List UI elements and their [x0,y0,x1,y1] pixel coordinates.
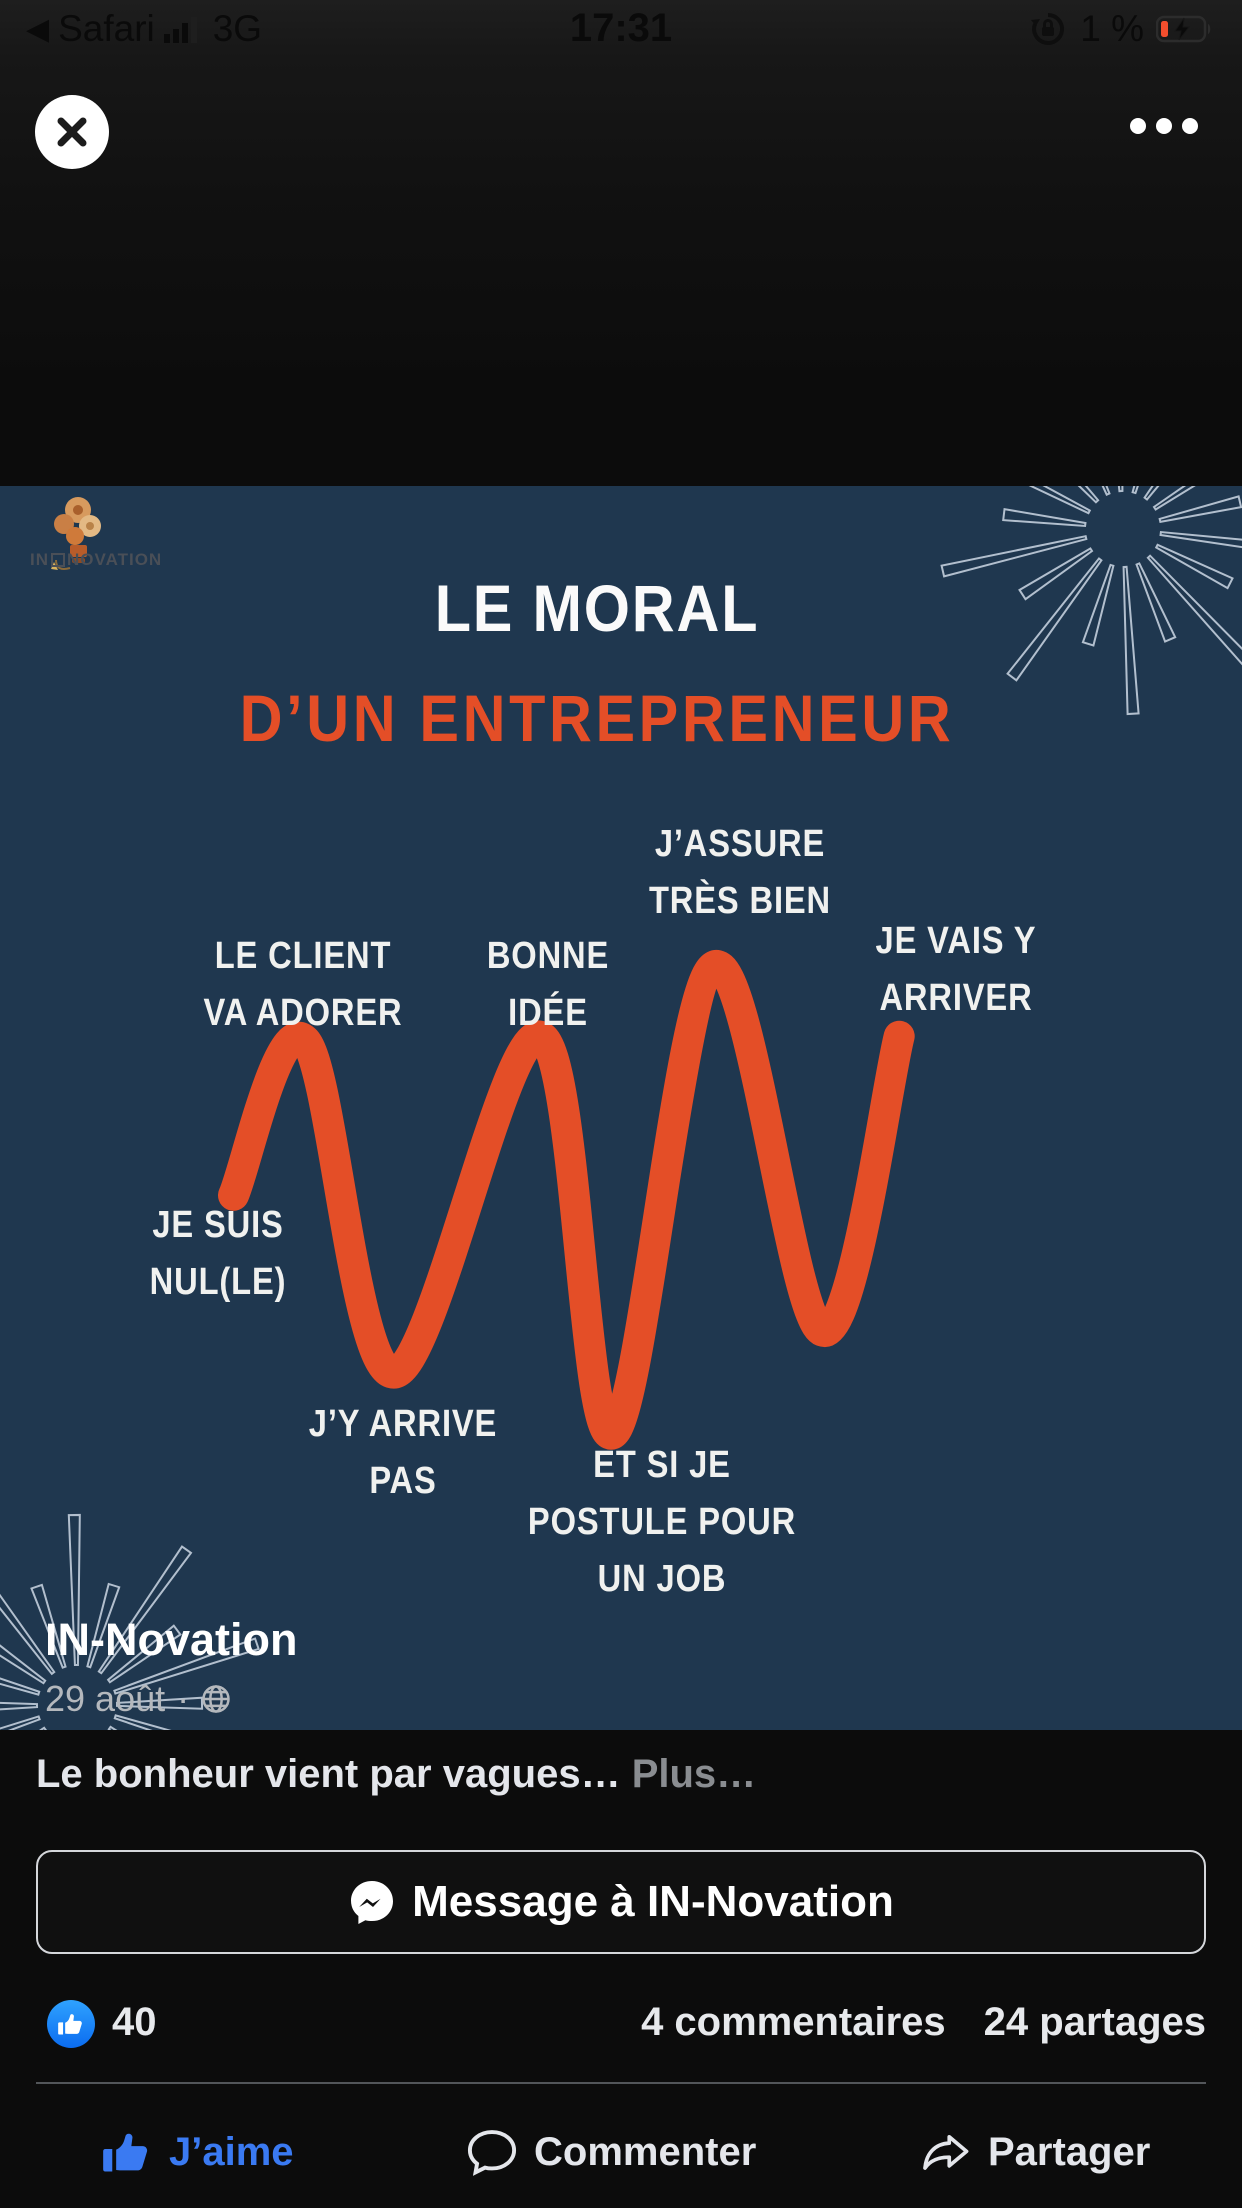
shares-count[interactable]: 24 partages [983,2000,1206,2044]
author-name-overlay[interactable]: IN-Novation [45,1614,298,1665]
comment-button-label: Commenter [534,2129,757,2174]
gear-lightbulb-icon [51,497,101,570]
close-button[interactable] [35,95,109,169]
chart-title-line1: LE MORAL [434,571,760,645]
status-right-cluster: 1 % [1028,8,1214,50]
thumb-up-filled-icon [103,2133,148,2172]
close-icon [57,117,87,147]
post-image-morale-chart[interactable]: IN NOVATION LE MORAL D’UN ENTREPRENEUR J’… [0,486,1242,1730]
dot-separator: · [177,1678,190,1719]
chart-annotation: JE VAIS Y ARRIVER [875,920,1037,1019]
action-bar-divider [36,2082,1206,2084]
chart-annotation: LE CLIENT VA ADORER [203,935,403,1034]
chart-annotation: JE SUIS NUL(LE) [149,1204,287,1303]
chart-annotation: BONNE IDÉE [486,935,610,1034]
post-meta-overlay: 29 août · [45,1678,231,1720]
cell-signal-icon [163,17,197,43]
comments-shares-counts: 4 commentaires 24 partages [641,2000,1206,2045]
back-app-label: Safari [58,8,155,49]
back-to-safari-link[interactable]: ◀ Safari 3G [26,8,262,50]
comment-button[interactable]: Commenter [466,2096,756,2208]
share-arrow-icon [923,2134,969,2170]
viewer-top-chrome [0,0,1242,486]
morale-wave-line [217,950,915,1450]
battery-percent-label: 1 % [1080,8,1144,49]
battery-charging-icon [1156,15,1211,43]
rotation-lock-icon [1031,12,1065,45]
back-triangle-icon: ◀ [26,12,50,46]
engagement-stats-row: 40 4 commentaires 24 partages [0,1998,1242,2054]
comments-count[interactable]: 4 commentaires [641,2000,946,2044]
comment-bubble-icon [467,2130,517,2176]
chart-annotation: ET SI JE POSTULE POUR UN JOB [527,1444,797,1600]
in-novation-logo: IN NOVATION [28,492,268,592]
like-button[interactable]: J’aime [101,2096,294,2208]
chart-annotation: J’Y ARRIVE PAS [308,1403,498,1502]
caption-text: Le bonheur vient par vagues… [36,1752,632,1796]
share-button-label: Partager [988,2129,1151,2174]
morale-wave-chart [0,486,1242,1730]
more-options-button[interactable] [1130,118,1198,134]
dot-icon [1156,118,1172,134]
like-reaction-badge[interactable] [47,2000,95,2048]
logo-wordmark: IN NOVATION [30,550,163,569]
like-button-label: J’aime [169,2129,294,2174]
dot-icon [1182,118,1198,134]
caption-more-link[interactable]: Plus… [631,1752,757,1796]
globe-public-icon [202,1685,230,1713]
post-action-bar: J’aime Commenter Partager [0,2096,1242,2208]
dot-icon [1130,118,1146,134]
chart-title-line2: D’UN ENTREPRENEUR [239,681,955,755]
logo-square-icon [51,553,65,567]
thumb-up-icon [58,2014,82,2035]
like-count[interactable]: 40 [112,2000,157,2044]
message-button-label: Message à IN-Novation [412,1877,894,1926]
post-caption: Le bonheur vient par vagues… Plus… [36,1752,1206,1797]
starburst-decoration-top-right [940,486,1242,716]
messenger-icon [351,1881,394,1924]
share-button[interactable]: Partager [920,2096,1150,2208]
network-type-label: 3G [212,8,263,49]
ios-status-bar: ◀ Safari 3G 17:31 1 % [0,0,1242,58]
post-date: 29 août [45,1678,166,1719]
chart-annotation: J’ASSURE TRÈS BIEN [648,823,832,922]
status-time: 17:31 [569,6,673,50]
message-page-button[interactable]: Message à IN-Novation [36,1850,1206,1954]
starburst-decoration-bottom-left [0,1513,260,1730]
